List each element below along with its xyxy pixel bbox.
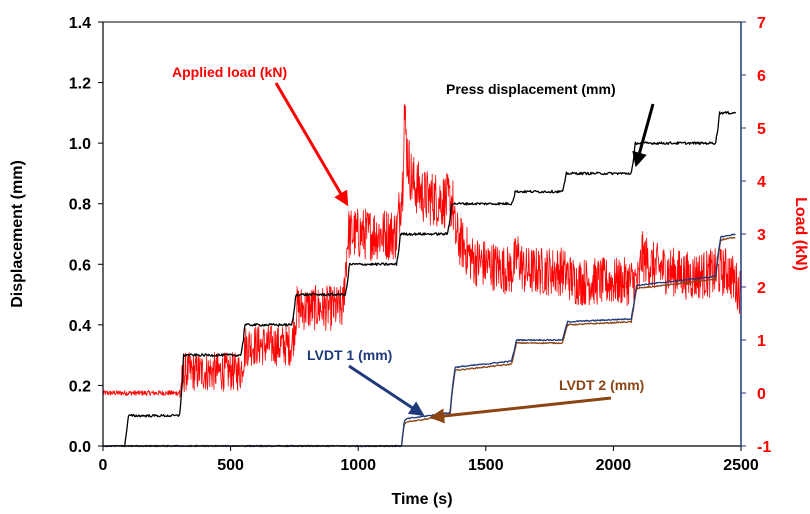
annotation-label: LVDT 1 (mm): [307, 347, 392, 363]
annotation-arrow: [348, 364, 425, 416]
plot-background: [103, 22, 741, 446]
y-right-tick-label: 6: [757, 68, 766, 85]
y-left-tick-label: 1.0: [69, 136, 91, 153]
y-left-tick-label: 0.8: [69, 197, 91, 214]
y-right-tick-label: 0: [757, 386, 766, 403]
x-tick-label: 1500: [468, 457, 504, 474]
y-axis-left-title: Displacement (mm): [9, 160, 26, 308]
annotation-arrow: [632, 103, 655, 168]
y-left-tick-label: 0.2: [69, 378, 91, 395]
y-left-tick-label: 0.0: [69, 439, 91, 456]
y-right-tick-label: 4: [757, 174, 766, 191]
y-axis-right-title: Load (kN): [792, 197, 809, 271]
annotation-label: LVDT 2 (mm): [559, 377, 644, 393]
y-right-tick-label: 3: [757, 227, 766, 244]
y-right-tick-label: 1: [757, 333, 766, 350]
series-line-applied-load-kn: [102, 103, 742, 398]
x-tick-label: 0: [99, 457, 108, 474]
axes-layer: 0 500 1000 1500 2000 2500 0.0 0.2 0.4 0.6 0.8 1.0 1.…: [9, 15, 809, 508]
y-left-tick-label: 1.4: [69, 15, 91, 32]
y-right-tick-label: 2: [757, 280, 766, 297]
x-tick-label: 500: [217, 457, 244, 474]
y-right-tick-label: 7: [757, 15, 766, 32]
y-right-tick-label: 5: [757, 121, 766, 138]
annotation-arrow: [429, 396, 612, 424]
x-axis-title: Time (s): [391, 491, 452, 508]
y-left-tick-label: 0.4: [69, 318, 91, 335]
y-left-tick-label: 1.2: [69, 76, 91, 93]
plot-area: [103, 22, 741, 446]
y-right-tick-label: -1: [757, 439, 771, 456]
annotation-arrow: [274, 82, 349, 207]
annotation-label: Press displacement (mm): [446, 81, 616, 97]
x-tick-label: 1000: [340, 457, 376, 474]
annotation-layer: Applied load (kN) Press displacement (mm)…: [172, 64, 655, 424]
annotation-label: Applied load (kN): [172, 64, 287, 80]
x-tick-label: 2500: [723, 457, 759, 474]
y-left-tick-label: 0.6: [69, 257, 91, 274]
x-tick-label: 2000: [596, 457, 632, 474]
